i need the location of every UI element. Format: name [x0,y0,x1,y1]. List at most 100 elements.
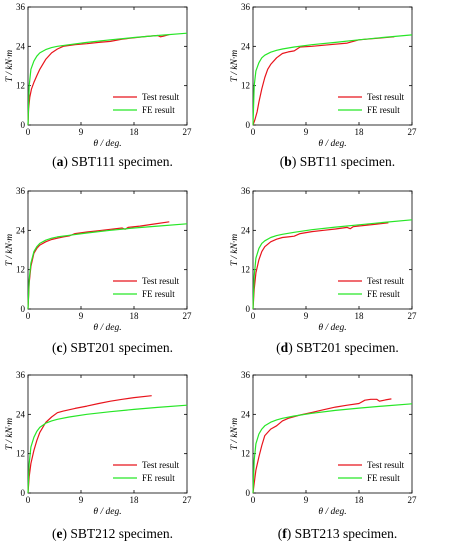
x-tick-label: 9 [79,127,84,137]
chart-e: 0 9 18 27 0 12 24 36 θ / deg. T / kN·m Test result… [5,370,193,517]
y-tick-label: 0 [21,488,26,498]
plot-frame [252,190,413,310]
y-tick-label: 0 [21,304,26,314]
plot-frame [27,6,188,126]
y-axis-label: T / kN·m [5,50,15,82]
y-tick-label: 24 [16,41,26,51]
x-tick-label: 27 [183,311,193,321]
test-result-line [252,222,389,310]
x-tick-label: 18 [130,127,140,137]
chart-panel-e: 0 9 18 27 0 12 24 36 θ / deg. T / kN·m Test result… [0,368,225,551]
y-axis-label: T / kN·m [230,50,240,82]
x-tick-label: 27 [408,311,418,321]
chart-f: 0 9 18 27 0 12 24 36 θ / deg. T / kN·m Test result… [230,370,418,517]
y-tick-label: 0 [21,120,26,130]
y-tick-label: 36 [16,2,26,12]
y-tick-label: 24 [241,41,251,51]
legend-label-fe: FE result [142,289,175,299]
x-tick-label: 27 [183,127,193,137]
y-tick-label: 36 [241,2,251,12]
y-tick-label: 12 [241,449,250,459]
x-tick-label: 18 [130,311,140,321]
chart-d: 0 9 18 27 0 12 24 36 θ / deg. T / kN·m Test result… [230,186,418,333]
y-tick-label: 0 [246,304,251,314]
legend-label-fe: FE result [142,473,175,483]
x-tick-label: 0 [26,311,31,321]
plot-frame [27,374,188,494]
chart-panel-a: 0 9 18 27 0 12 24 36 θ / deg. T / kN·m Test result… [0,0,225,183]
x-tick-label: 9 [304,311,309,321]
fe-result-line [27,223,188,310]
x-tick-label: 18 [130,495,140,505]
x-tick-label: 27 [183,495,193,505]
y-axis-label: T / kN·m [230,234,240,266]
x-tick-label: 0 [251,495,256,505]
plot-frame [252,6,413,126]
caption-d: (d) SBT201 specimen. [276,340,399,355]
legend-label-fe: FE result [367,473,400,483]
x-tick-label: 0 [251,311,256,321]
y-axis-label: T / kN·m [230,418,240,450]
x-axis-label: θ / deg. [318,139,346,149]
caption-f: (f) SBT213 specimen. [277,526,398,541]
x-tick-label: 9 [304,495,309,505]
x-tick-label: 0 [251,127,256,137]
fe-result-line [252,219,413,310]
y-tick-label: 12 [16,81,25,91]
legend-label-test: Test result [367,276,405,286]
x-tick-label: 18 [355,495,365,505]
y-tick-label: 36 [16,186,26,196]
x-tick-label: 18 [355,311,365,321]
legend-label-fe: FE result [367,289,400,299]
legend-label-fe: FE result [367,105,400,115]
fe-result-line [252,403,413,494]
fe-result-line [27,404,188,494]
legend-label-test: Test result [367,92,405,102]
y-tick-label: 12 [16,265,25,275]
legend-label-test: Test result [142,460,180,470]
x-tick-label: 27 [408,127,418,137]
chart-c: 0 9 18 27 0 12 24 36 θ / deg. T / kN·m Test result… [5,186,193,333]
y-axis-label: T / kN·m [5,418,15,450]
y-tick-label: 24 [241,225,251,235]
chart-panel-f: 0 9 18 27 0 12 24 36 θ / deg. T / kN·m Test result… [225,368,450,551]
y-tick-label: 0 [246,488,251,498]
chart-panel-d: 0 9 18 27 0 12 24 36 θ / deg. T / kN·m Test result… [225,184,450,367]
chart-panel-c: 0 9 18 27 0 12 24 36 θ / deg. T / kN·m Test result… [0,184,225,367]
plot-frame [252,374,413,494]
caption-c: (c) SBT201 specimen. [51,340,174,355]
caption-e: (e) SBT212 specimen. [51,526,174,541]
chart-a: 0 9 18 27 0 12 24 36 θ / deg. T / kN·m Test result… [5,2,193,149]
fe-result-line [27,32,188,126]
x-axis-label: θ / deg. [318,323,346,333]
x-axis-label: θ / deg. [318,507,346,517]
legend-label-test: Test result [142,92,180,102]
fe-result-line [252,34,413,126]
x-axis-label: θ / deg. [93,507,121,517]
y-tick-label: 24 [16,225,26,235]
y-tick-label: 36 [16,370,26,380]
y-tick-label: 12 [241,81,250,91]
x-tick-label: 27 [408,495,418,505]
x-tick-label: 0 [26,495,31,505]
y-tick-label: 36 [241,370,251,380]
chart-panel-b: 0 9 18 27 0 12 24 36 θ / deg. T / kN·m Test result… [225,0,450,183]
x-axis-label: θ / deg. [93,323,121,333]
caption-a: (a) SBT111 specimen. [52,154,173,169]
y-tick-label: 12 [241,265,250,275]
chart-b: 0 9 18 27 0 12 24 36 θ / deg. T / kN·m Test result… [230,2,418,149]
legend-label-test: Test result [142,276,180,286]
legend-label-fe: FE result [142,105,175,115]
y-tick-label: 36 [241,186,251,196]
plot-frame [27,190,188,310]
x-tick-label: 9 [304,127,309,137]
y-tick-label: 24 [16,409,26,419]
x-tick-label: 18 [355,127,365,137]
legend-label-test: Test result [367,460,405,470]
x-tick-label: 9 [79,311,84,321]
y-tick-label: 0 [246,120,251,130]
caption-b: (b) SBT11 specimen. [279,154,396,169]
y-tick-label: 12 [16,449,25,459]
y-tick-label: 24 [241,409,251,419]
y-axis-label: T / kN·m [5,234,15,266]
